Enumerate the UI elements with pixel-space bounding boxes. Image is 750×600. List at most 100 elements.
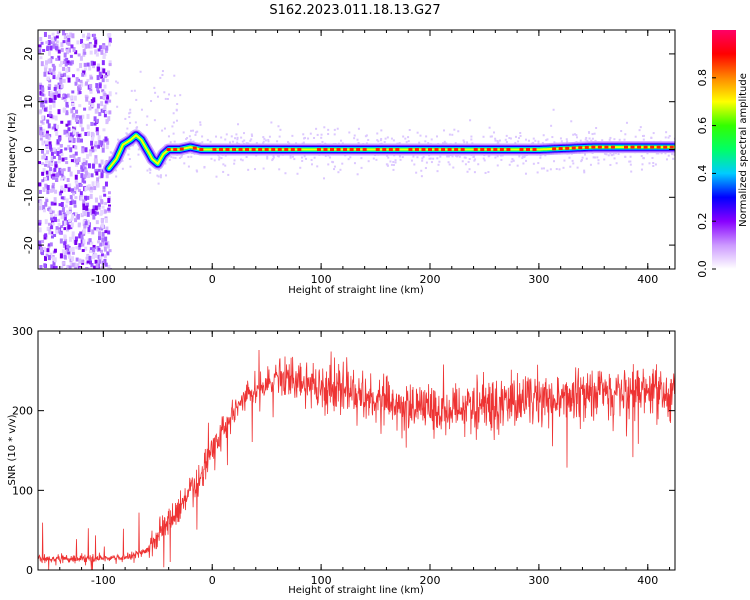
colorbar-tick-label: 0.2	[696, 212, 709, 230]
spectral-cell	[53, 217, 57, 223]
spectral-cell	[75, 77, 79, 83]
ridge-peak	[225, 148, 230, 151]
spectral-cell	[323, 126, 326, 129]
spectral-cell	[101, 231, 105, 237]
spectral-cell	[50, 264, 54, 269]
spectral-cell	[425, 135, 428, 138]
x-tick-label: 300	[528, 574, 549, 587]
ridge-peak	[323, 148, 328, 151]
spectral-cell	[44, 163, 48, 167]
spectral-cell	[62, 40, 66, 44]
spectral-cell	[268, 135, 271, 138]
spectral-cell	[108, 99, 112, 103]
spectral-cell	[82, 202, 86, 207]
spectral-cell	[100, 108, 104, 113]
spectral-cell	[92, 97, 96, 103]
spectral-cell	[104, 110, 108, 114]
spectral-cell	[235, 133, 238, 136]
spectral-cell	[521, 157, 524, 160]
spectral-cell	[72, 145, 76, 149]
spectral-cell	[40, 131, 44, 136]
spectral-cell	[550, 124, 553, 127]
spectral-cell	[49, 167, 53, 172]
spectral-cell	[49, 91, 53, 95]
spectral-cell	[224, 138, 227, 141]
spectral-cell	[100, 159, 104, 165]
spectral-cell	[52, 69, 56, 74]
spectral-cell	[443, 140, 446, 143]
spectral-cell	[625, 121, 628, 124]
spectral-cell	[98, 112, 102, 117]
spectral-cell	[88, 151, 92, 157]
spectral-cell	[54, 163, 58, 168]
spectral-cell	[276, 154, 279, 157]
spectral-cell	[347, 158, 350, 161]
spectral-cell	[527, 139, 530, 142]
spectral-cell	[98, 71, 102, 77]
spectral-cell	[172, 156, 175, 159]
spectral-cell	[430, 138, 433, 141]
spectral-cell	[56, 218, 60, 222]
spectral-cell	[81, 127, 85, 132]
spectral-cell	[71, 214, 75, 219]
spectral-cell	[591, 137, 594, 140]
spectral-cell	[73, 262, 77, 268]
spectral-cell	[609, 152, 612, 155]
spectral-cell	[103, 84, 107, 89]
spectral-cell	[540, 167, 543, 170]
spectral-cell	[85, 267, 89, 269]
spectral-cell	[195, 169, 198, 172]
spectral-cell	[59, 238, 63, 244]
ridge-peak	[637, 145, 642, 149]
spectral-cell	[54, 265, 58, 269]
ridge-peak	[297, 148, 302, 151]
spectral-cell	[51, 37, 55, 42]
spectral-cell	[87, 43, 91, 49]
colorbar-tick-label: 0.8	[696, 69, 709, 87]
spectral-cell	[55, 40, 59, 44]
spectral-cell	[66, 75, 70, 80]
spectral-cell	[86, 185, 90, 191]
spectral-cell	[387, 156, 390, 159]
spectrogram-x-label: Height of straight line (km)	[288, 285, 424, 296]
spectral-cell	[239, 158, 242, 161]
spectral-cell	[618, 138, 621, 141]
spectral-cell	[54, 90, 58, 95]
spectral-cell	[51, 63, 55, 67]
spectral-cell	[510, 160, 513, 163]
spectral-cell	[103, 104, 107, 110]
spectral-cell	[65, 33, 69, 37]
spectral-cell	[55, 177, 59, 182]
spectral-cell	[278, 135, 281, 138]
spectral-cell	[95, 118, 99, 123]
spectral-cell	[588, 137, 591, 140]
spectral-cell	[305, 157, 308, 160]
spectral-cell	[199, 123, 202, 126]
spectral-cell	[93, 122, 97, 126]
spectral-cell	[45, 133, 49, 139]
x-tick-label: 0	[209, 273, 216, 286]
spectral-cell	[413, 163, 416, 166]
spectral-cell	[168, 158, 171, 161]
spectral-cell	[353, 162, 356, 165]
spectral-cell	[500, 158, 503, 161]
y-tick-label: 300	[12, 325, 33, 338]
ridge-peak	[362, 148, 367, 151]
spectral-cell	[125, 132, 128, 135]
spectral-cell	[38, 222, 42, 226]
spectral-cell	[88, 255, 92, 261]
spectral-cell	[65, 134, 69, 138]
spectral-cell	[61, 30, 65, 36]
spectral-cell	[69, 262, 73, 268]
spectral-cell	[67, 251, 71, 255]
spectral-cell	[483, 159, 486, 162]
spectral-cell	[190, 155, 193, 158]
spectral-cell	[667, 136, 670, 139]
ridge-peak	[395, 148, 400, 151]
spectral-cell	[104, 75, 108, 79]
spectral-cell	[398, 155, 401, 158]
spectral-cell	[175, 119, 178, 122]
spectral-cell	[82, 158, 86, 163]
spectral-cell	[107, 198, 111, 204]
spectral-cell	[140, 108, 143, 111]
